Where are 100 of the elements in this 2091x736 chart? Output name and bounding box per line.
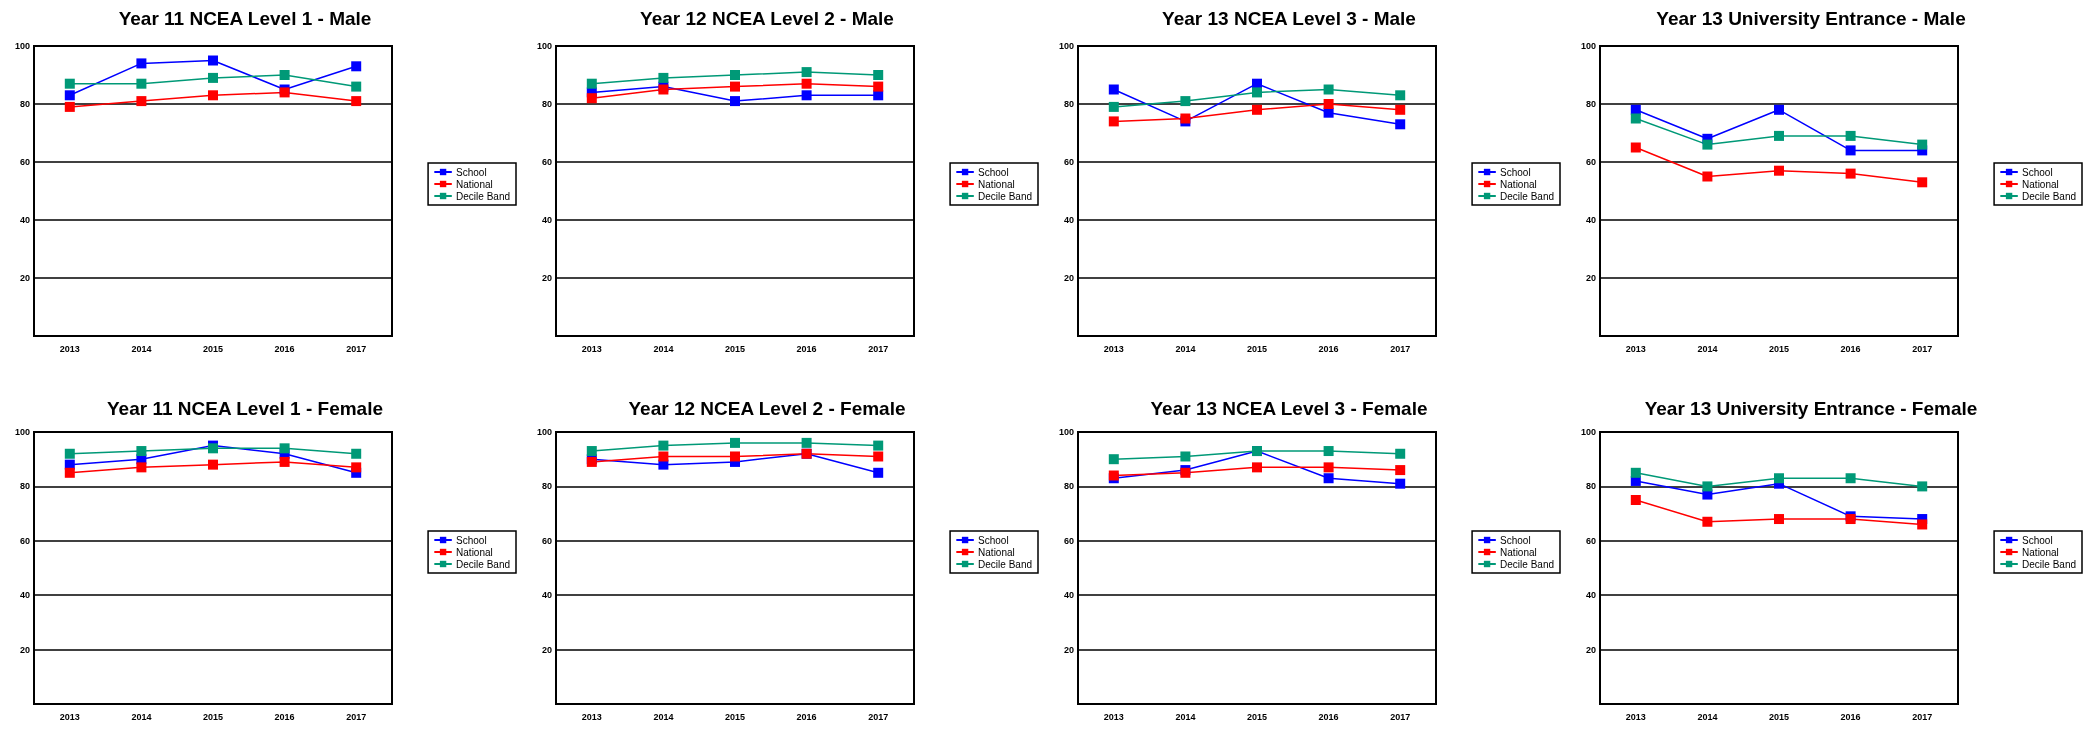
legend-label: School [456,534,487,546]
legend-label: Decile Band [2022,558,2076,570]
x-tick-label: 2015 [1768,343,1790,354]
x-tick-label: 2017 [1390,711,1411,722]
x-tick-label: 2017 [1912,343,1933,354]
legend-label: Decile Band [1500,190,1554,202]
x-tick-label: 2014 [1697,343,1718,354]
y-tick-label: 100 [1058,41,1074,51]
y-tick-label: 40 [541,215,552,225]
x-tick-label: 2016 [274,343,295,354]
y-tick-label: 20 [19,273,30,283]
legend-label: School [1500,166,1531,178]
legend-label: Decile Band [1500,558,1554,570]
chart-title: Year 12 NCEA Level 2 - Female [628,398,906,419]
y-tick-label: 20 [1063,644,1074,655]
y-tick-label: 60 [1063,157,1074,167]
legend-label: National [456,178,493,190]
y-tick-label: 80 [541,481,552,492]
legend-label: Decile Band [978,190,1032,202]
x-tick-label: 2015 [724,711,746,722]
y-tick-label: 40 [19,215,30,225]
x-tick-label: 2016 [796,711,817,722]
legend-label: School [2022,534,2053,546]
y-tick-label: 60 [1585,157,1596,167]
x-tick-label: 2017 [868,343,889,354]
y-tick-label: 80 [1063,99,1074,109]
x-tick-label: 2015 [724,343,746,354]
y-tick-label: 20 [541,273,552,283]
chart-title: Year 13 NCEA Level 3 - Female [1150,398,1428,419]
x-tick-label: 2014 [1175,343,1196,354]
y-tick-label: 20 [19,644,30,655]
legend-label: Decile Band [456,190,510,202]
y-tick-label: 100 [1580,427,1596,437]
legend-label: School [1500,534,1531,546]
x-tick-label: 2016 [1318,343,1339,354]
legend-label: School [978,166,1009,178]
x-tick-label: 2016 [1840,711,1861,722]
y-tick-label: 100 [14,427,30,437]
chart-title: Year 13 NCEA Level 3 - Male [1162,8,1416,29]
y-tick-label: 40 [19,590,30,601]
x-tick-label: 2014 [1697,711,1718,722]
x-tick-label: 2013 [59,711,80,722]
x-tick-label: 2015 [1768,711,1790,722]
x-tick-label: 2013 [581,711,602,722]
legend-label: School [2022,166,2053,178]
x-tick-label: 2014 [653,343,674,354]
y-tick-label: 80 [19,99,30,109]
y-tick-label: 100 [536,427,552,437]
y-tick-label: 80 [19,481,30,492]
y-tick-label: 40 [1585,215,1596,225]
y-tick-label: 100 [14,41,30,51]
x-tick-label: 2017 [346,711,367,722]
legend-label: National [2022,178,2059,190]
x-tick-label: 2017 [346,343,367,354]
legend-label: National [1500,178,1537,190]
legend-label: Decile Band [978,558,1032,570]
x-tick-label: 2014 [131,343,152,354]
x-tick-label: 2015 [1246,711,1268,722]
y-tick-label: 40 [1585,590,1596,601]
x-tick-label: 2013 [59,343,80,354]
chart-title: Year 12 NCEA Level 2 - Male [640,8,894,29]
x-tick-label: 2013 [1103,711,1124,722]
y-tick-label: 20 [541,644,552,655]
y-tick-label: 20 [1585,273,1596,283]
x-tick-label: 2016 [274,711,295,722]
legend-label: National [978,546,1015,558]
y-tick-label: 60 [1585,535,1596,546]
y-tick-label: 60 [19,535,30,546]
y-tick-label: 100 [536,41,552,51]
x-tick-label: 2016 [1318,711,1339,722]
legend-label: National [978,178,1015,190]
y-tick-label: 20 [1585,644,1596,655]
x-tick-label: 2014 [653,711,674,722]
legend-label: School [456,166,487,178]
chart-title: Year 13 University Entrance - Female [1644,398,1978,419]
x-tick-label: 2013 [1625,711,1646,722]
chart-title: Year 11 NCEA Level 1 - Male [118,8,372,29]
x-tick-label: 2013 [581,343,602,354]
x-tick-label: 2017 [1912,711,1933,722]
x-tick-label: 2015 [202,343,224,354]
y-tick-label: 20 [1063,273,1074,283]
x-tick-label: 2014 [1175,711,1196,722]
legend-label: Decile Band [2022,190,2076,202]
y-tick-label: 60 [19,157,30,167]
y-tick-label: 60 [541,535,552,546]
y-tick-label: 40 [541,590,552,601]
x-tick-label: 2014 [131,711,152,722]
x-tick-label: 2017 [1390,343,1411,354]
x-tick-label: 2015 [1246,343,1268,354]
y-tick-label: 60 [541,157,552,167]
legend-label: National [2022,546,2059,558]
y-tick-label: 60 [1063,535,1074,546]
x-tick-label: 2013 [1103,343,1124,354]
legend-label: School [978,534,1009,546]
x-tick-label: 2013 [1625,343,1646,354]
y-tick-label: 100 [1580,41,1596,51]
x-tick-label: 2015 [202,711,224,722]
x-tick-label: 2016 [796,343,817,354]
x-tick-label: 2017 [868,711,889,722]
y-tick-label: 80 [541,99,552,109]
